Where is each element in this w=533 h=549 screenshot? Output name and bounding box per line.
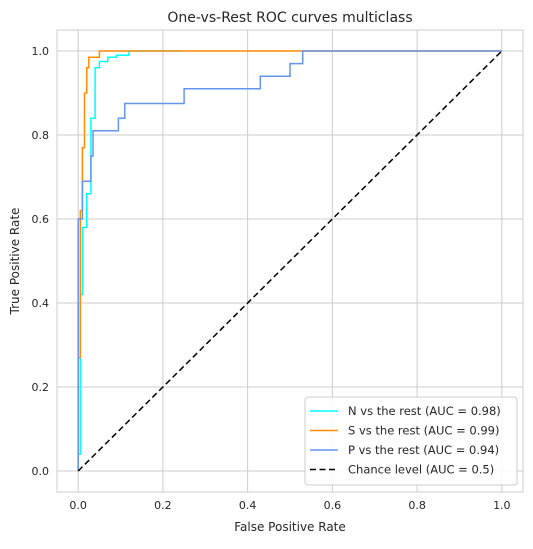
x-tick-label: 0.6 <box>324 499 342 512</box>
legend-label-1: S vs the rest (AUC = 0.99) <box>348 424 499 438</box>
series-line-1 <box>77 50 502 471</box>
y-tick-label: 0.4 <box>32 297 50 310</box>
series-layer <box>77 50 503 472</box>
legend-label-2: P vs the rest (AUC = 0.94) <box>348 443 499 457</box>
chart-title: One-vs-Rest ROC curves multiclass <box>167 10 412 26</box>
series-line-2 <box>77 50 502 471</box>
legend-label-0: N vs the rest (AUC = 0.98) <box>348 404 501 418</box>
x-tick-label: 1.0 <box>493 499 511 512</box>
legend-box <box>304 396 518 486</box>
x-tick-label: 0.2 <box>154 499 172 512</box>
series-line-3 <box>77 50 503 472</box>
y-axis-label: True Positive Rate <box>8 208 22 316</box>
y-tick-label: 0.0 <box>32 465 50 478</box>
y-tick-label: 0.2 <box>32 381 50 394</box>
plot-frame <box>56 29 524 493</box>
x-tick-label: 0.4 <box>239 499 257 512</box>
tick-layer: 0.0 0.2 0.4 0.6 0.8 1.0 0.0 0.2 0.4 0.6 0.8 1.0 <box>32 45 511 512</box>
y-tick-label: 0.6 <box>32 213 50 226</box>
y-tick-label: 1.0 <box>32 45 50 58</box>
x-tick-label: 0.8 <box>408 499 426 512</box>
x-tick-label: 0.0 <box>69 499 87 512</box>
y-tick-label: 0.8 <box>32 129 50 142</box>
series-line-0 <box>77 50 182 471</box>
x-axis-label: False Positive Rate <box>234 520 346 534</box>
legend-label-3: Chance level (AUC = 0.5) <box>348 463 494 477</box>
legend: N vs the rest (AUC = 0.98) S vs the rest … <box>304 396 518 486</box>
